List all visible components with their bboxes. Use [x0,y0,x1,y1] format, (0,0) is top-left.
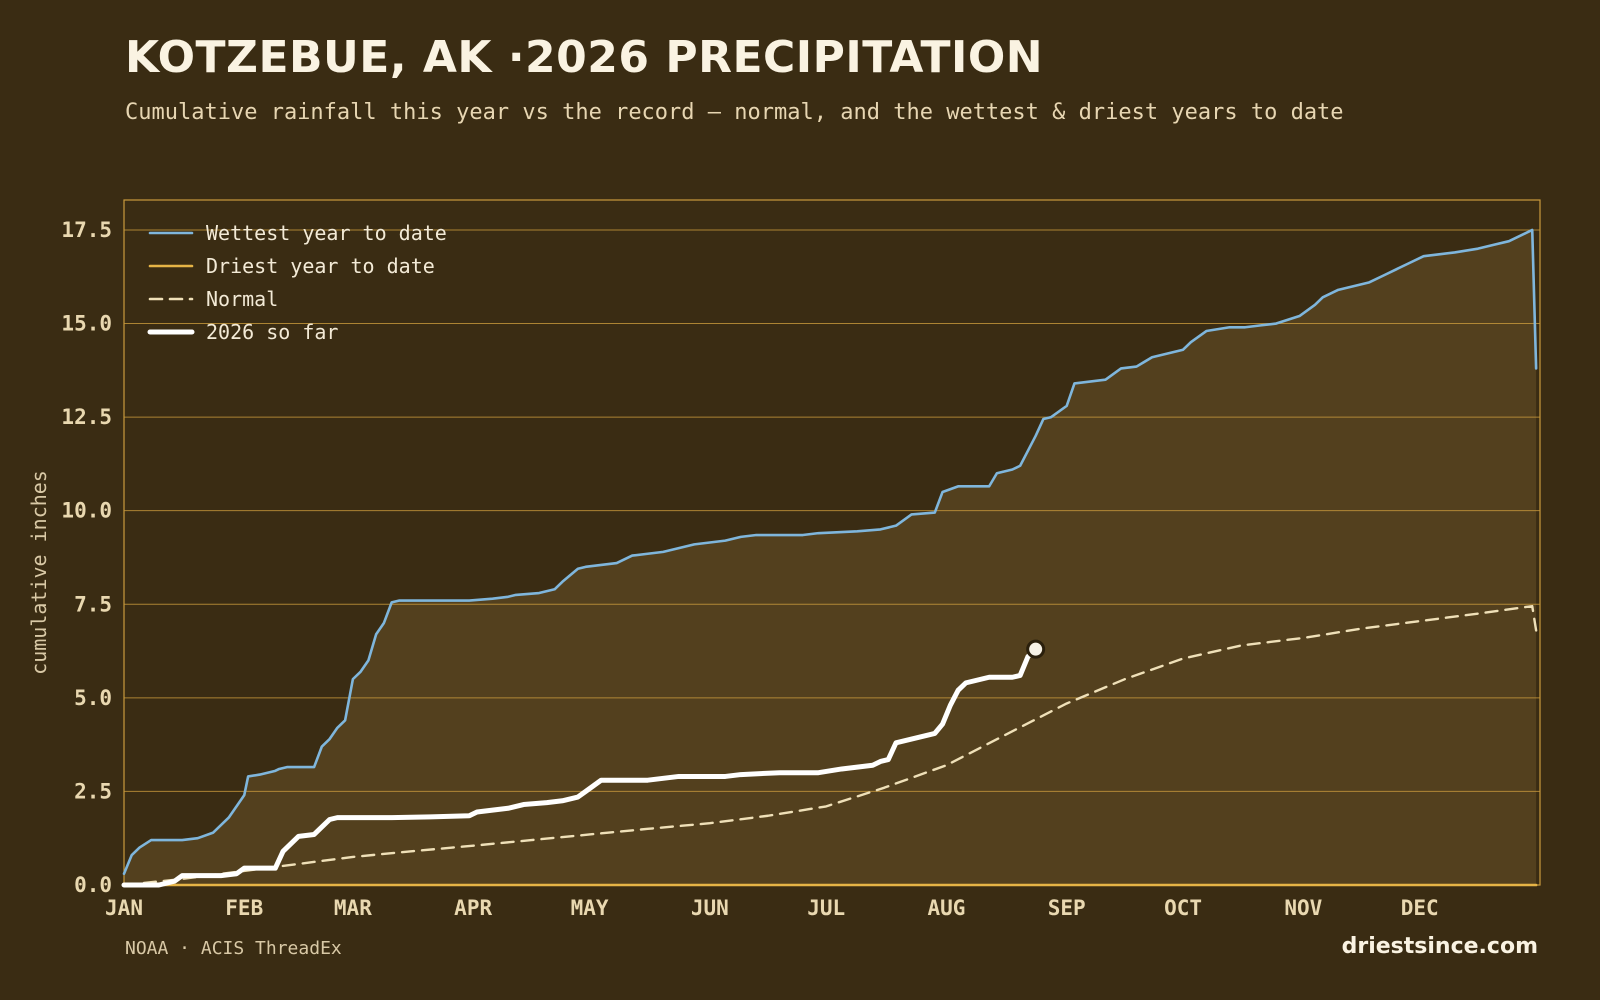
y-tick-label: 7.5 [74,592,112,616]
x-tick-label: NOV [1284,896,1322,920]
x-tick-label: SEP [1048,896,1086,920]
x-tick-label: JUL [807,896,845,920]
x-tick-label: FEB [225,896,263,920]
x-tick-label: MAR [334,896,372,920]
y-tick-label: 0.0 [74,873,112,897]
x-tick-label: JAN [105,896,143,920]
series-lines [121,228,1538,888]
data-source: NOAA · ACIS ThreadEx [125,938,342,959]
normal-series-line [122,604,1538,887]
x-tick-label: OCT [1164,896,1202,920]
legend-label-current: 2026 so far [206,320,338,344]
x-axis-ticks: JAN FEB MAR APR MAY JUN JUL AUG SEP OCT NOV DEC [105,896,1439,920]
y-tick-label: 5.0 [74,686,112,710]
y-tick-label: 2.5 [74,779,112,803]
x-tick-label: DEC [1401,896,1439,920]
wettest-series-line [122,228,1538,876]
current-endpoint-marker [1026,639,1046,659]
current-series-line [121,646,1039,888]
x-tick-label: APR [454,896,492,920]
page-title: KOTZEBUE, AK ·2026 PRECIPITATION [125,32,1044,83]
y-axis-label: cumulative inches [27,470,51,675]
page-subtitle: Cumulative rainfall this year vs the rec… [125,100,1344,125]
y-tick-label: 17.5 [61,218,112,242]
y-tick-label: 15.0 [61,312,112,336]
legend: Wettest year to date Driest year to date N… [147,221,447,344]
wettest-driest-band [124,229,1537,885]
x-tick-label: MAY [571,896,609,920]
x-tick-label: AUG [927,896,965,920]
brand-link[interactable]: driestsince.com [1341,934,1538,959]
y-tick-label: 12.5 [61,405,112,429]
x-tick-label: JUN [691,896,729,920]
legend-label-wettest: Wettest year to date [206,221,447,245]
legend-label-driest: Driest year to date [206,254,435,278]
legend-label-normal: Normal [206,287,278,311]
y-tick-label: 10.0 [61,499,112,523]
y-axis-ticks: 0.0 2.5 5.0 7.5 10.0 12.5 15.0 17.5 [61,218,112,897]
